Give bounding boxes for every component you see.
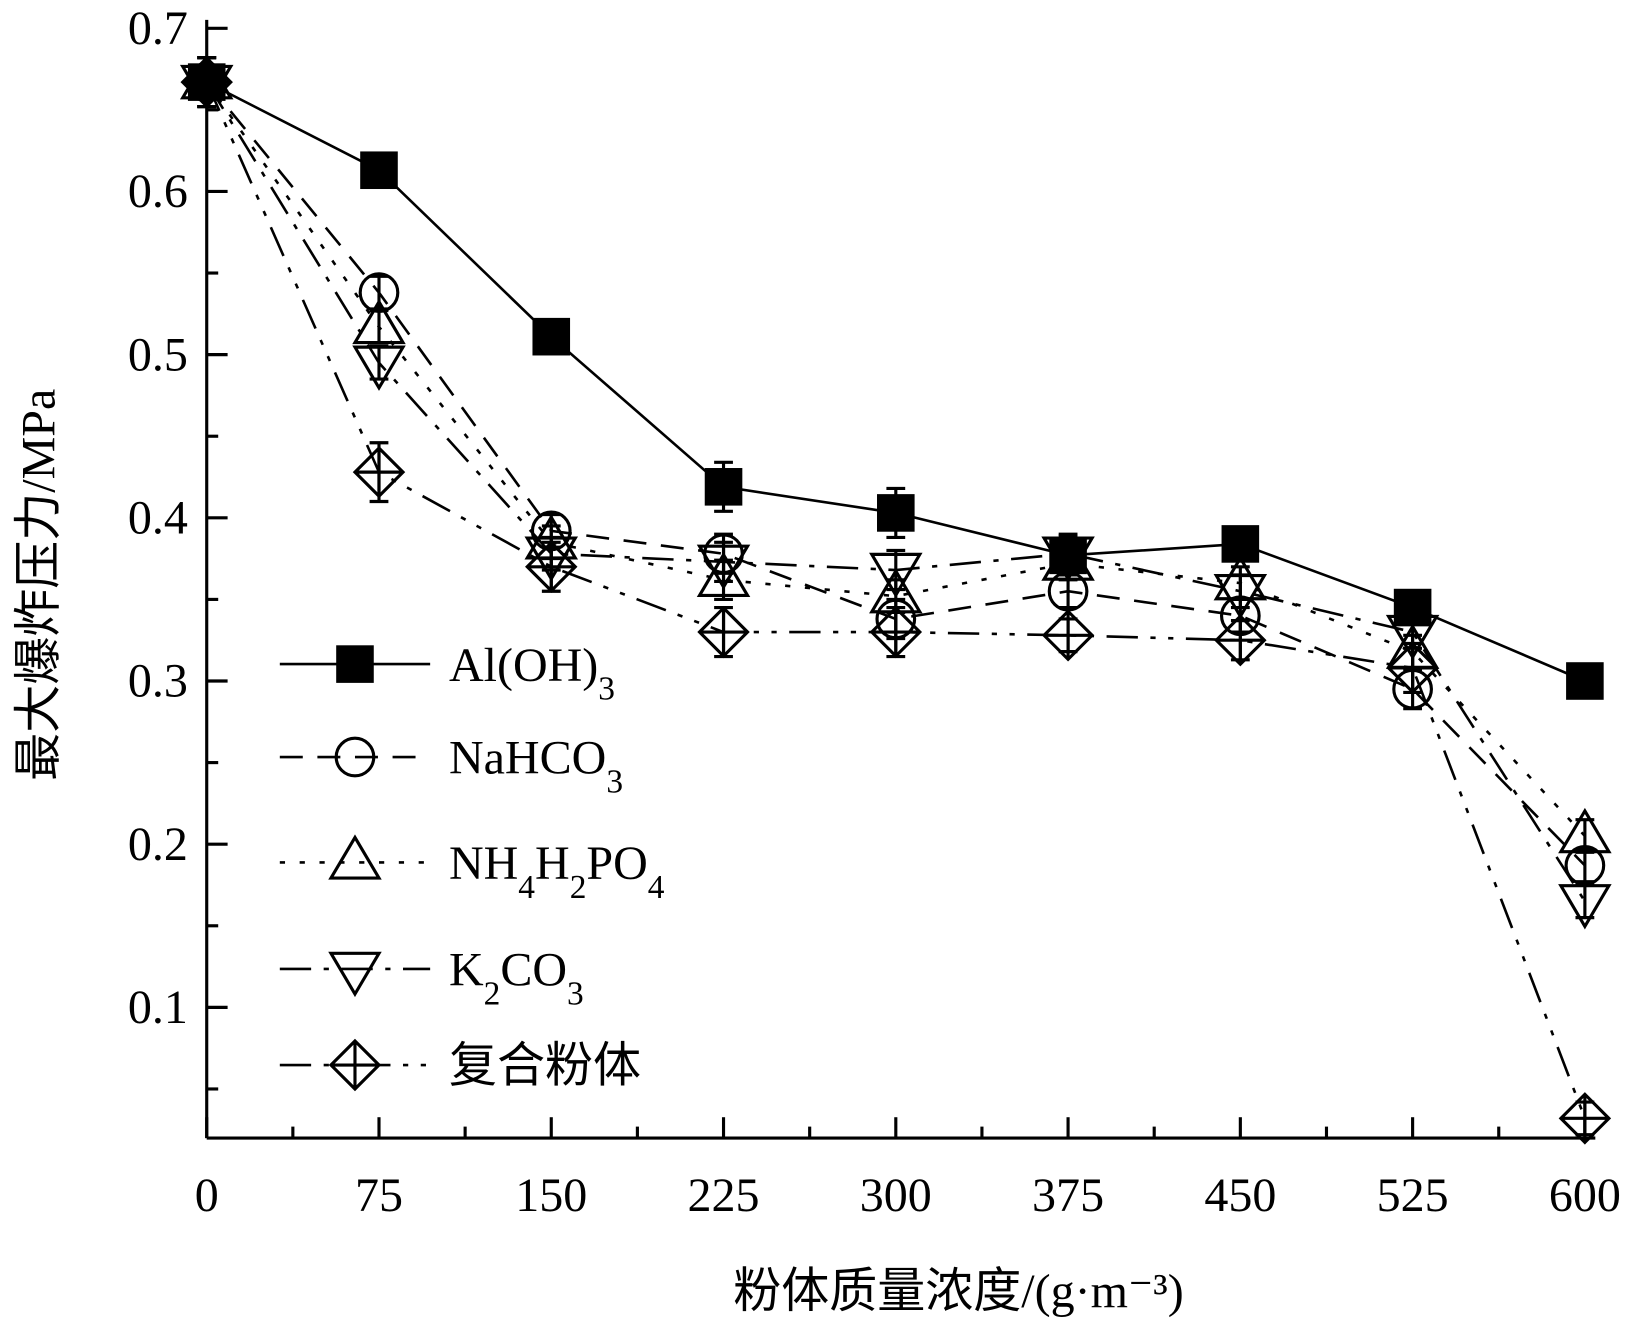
- legend-marker: [328, 951, 382, 998]
- data-point: [1041, 609, 1095, 662]
- legend-label: Al(OH)3: [449, 639, 615, 708]
- legend-marker: [334, 736, 376, 778]
- legend-label-subscript: 3: [598, 671, 615, 708]
- data-point: [1558, 1092, 1612, 1145]
- data-point: [352, 445, 406, 499]
- legend-label-text: K: [449, 944, 484, 997]
- data-point: [1041, 536, 1095, 582]
- x-tick-label: 150: [515, 1169, 587, 1222]
- legend-item: 复合粉体: [279, 1038, 641, 1093]
- legend-label-text: NH: [449, 837, 518, 890]
- data-point: [1558, 884, 1612, 930]
- x-tick-label: 375: [1032, 1169, 1104, 1222]
- error-bar: [1058, 532, 1078, 575]
- x-tick-label: 225: [688, 1169, 760, 1222]
- legend-item: NaHCO3: [279, 732, 623, 801]
- legend-label-subscript: 2: [484, 975, 501, 1012]
- legend-label: NH4H2PO4: [449, 837, 665, 906]
- x-axis-title: 粉体质量浓度/(g·m⁻³): [733, 1265, 1184, 1318]
- data-point: [360, 151, 398, 190]
- legend-label-subscript: 3: [606, 764, 623, 801]
- x-tick-label: 75: [355, 1169, 403, 1222]
- data-point: [352, 298, 406, 345]
- y-tick-label: 0.7: [128, 2, 188, 55]
- legend-label-subscript: 2: [570, 869, 587, 906]
- axes: 0.1 0.2 0.3 0.4 0.5 0.6 0.7 0 75 150 225 300 375 450 5…: [128, 2, 1621, 1222]
- data-point: [1558, 807, 1612, 854]
- legend-label-subscript: 3: [567, 975, 584, 1012]
- error-bar: [886, 548, 906, 592]
- y-tick-label: 0.1: [128, 981, 188, 1034]
- data-point: [877, 494, 915, 532]
- x-tick-label: 450: [1204, 1169, 1276, 1222]
- legend-label-subscript: 4: [648, 869, 665, 906]
- legend-item: K2CO3: [279, 944, 584, 1013]
- y-axis-title: 最大爆炸压力/MPa: [12, 389, 65, 781]
- data-point: [1385, 614, 1440, 661]
- legend-label-text: CO: [500, 944, 567, 997]
- data-point: [704, 468, 743, 506]
- series-4: [180, 55, 1612, 1145]
- data-point: [1566, 662, 1604, 700]
- legend-item: NH4H2PO4: [279, 834, 665, 906]
- legend-label: NaHCO3: [449, 732, 623, 801]
- legend-item: Al(OH)3: [279, 639, 615, 708]
- y-tick-label: 0.6: [128, 165, 188, 218]
- data-point: [696, 551, 751, 598]
- data-point: [1386, 641, 1439, 695]
- y-tick-label: 0.5: [128, 328, 188, 381]
- y-tick-label: 0.4: [128, 491, 188, 544]
- legend-label-text: 复合粉体: [449, 1040, 641, 1093]
- y-tick-label: 0.3: [128, 655, 188, 708]
- data-point: [525, 540, 578, 593]
- data-point: [524, 536, 579, 582]
- series-layer: [179, 53, 1612, 1145]
- data-point: [697, 605, 750, 659]
- legend-label-text: NaHCO: [449, 732, 606, 785]
- legend-label-text: PO: [586, 837, 647, 890]
- data-point: [532, 317, 571, 356]
- data-point: [696, 544, 751, 591]
- x-tick-label: 300: [860, 1169, 932, 1222]
- legend-label-subscript: 4: [518, 869, 535, 906]
- data-point: [352, 345, 406, 391]
- data-point: [869, 552, 923, 599]
- error-bar: [714, 540, 733, 584]
- legend-marker: [328, 1038, 382, 1092]
- legend-label: 复合粉体: [449, 1040, 641, 1093]
- data-point: [180, 55, 233, 109]
- data-point: [1213, 574, 1268, 620]
- series-line: [205, 81, 1586, 867]
- y-tick-label: 0.2: [128, 818, 188, 871]
- legend-marker: [336, 645, 374, 683]
- legend-label-text: Al(OH): [449, 639, 598, 692]
- data-point: [1214, 613, 1267, 667]
- data-point: [869, 605, 923, 659]
- series-line: [205, 81, 1586, 837]
- error-bar: [1575, 847, 1595, 884]
- legend-label: K2CO3: [449, 944, 584, 1013]
- x-tick-label: 525: [1377, 1169, 1449, 1222]
- legend-label-text: H: [535, 837, 570, 890]
- legend-marker: [328, 834, 382, 880]
- x-tick-label: 600: [1549, 1169, 1621, 1222]
- x-tick-label: 0: [195, 1169, 219, 1222]
